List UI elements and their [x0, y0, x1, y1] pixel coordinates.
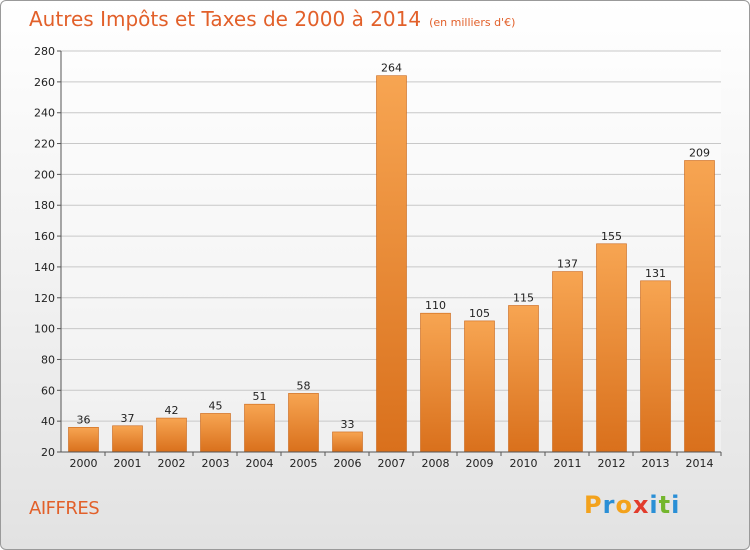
y-tick-label: 120: [34, 292, 55, 305]
bar-2006: [332, 431, 363, 453]
proxiti-logo: Proxiti: [584, 491, 680, 519]
x-tick-label-2014: 2014: [686, 457, 714, 470]
bar-2007: [376, 75, 407, 453]
logo-letter: P: [584, 491, 603, 519]
bar-2010: [508, 305, 539, 453]
y-tick-label: 80: [41, 353, 55, 366]
chart-subtitle: (en milliers d'€): [429, 16, 516, 29]
bar-2003: [200, 413, 231, 453]
chart-title: Autres Impôts et Taxes de 2000 à 2014 (en…: [29, 7, 515, 31]
y-tick-label: 140: [34, 261, 55, 274]
y-tick-label: 180: [34, 199, 55, 212]
x-tick-label-2012: 2012: [598, 457, 626, 470]
chart-title-text: Autres Impôts et Taxes de 2000 à 2014: [29, 7, 422, 31]
y-tick-label: 220: [34, 138, 55, 151]
x-tick-label-2008: 2008: [422, 457, 450, 470]
data-label-2001: 37: [121, 412, 135, 425]
bar-2005: [288, 393, 319, 453]
bar-2013: [640, 280, 671, 453]
logo-letter: t: [658, 491, 672, 519]
x-tick-label-2000: 2000: [70, 457, 98, 470]
data-label-2012: 155: [601, 230, 622, 243]
y-tick-label: 240: [34, 107, 55, 120]
y-tick-label: 160: [34, 230, 55, 243]
data-label-2005: 58: [297, 379, 311, 392]
bar-2009: [464, 320, 495, 453]
logo-letter: x: [632, 491, 650, 519]
y-tick-label: 260: [34, 76, 55, 89]
x-tick-label-2002: 2002: [158, 457, 186, 470]
logo-letter: r: [602, 491, 616, 519]
bar-2011: [552, 271, 583, 453]
x-tick-label-2001: 2001: [114, 457, 142, 470]
bar-2008: [420, 312, 451, 453]
data-label-2013: 131: [645, 267, 666, 280]
data-label-2003: 45: [209, 399, 223, 412]
x-tick-label-2009: 2009: [466, 457, 494, 470]
data-label-2009: 105: [469, 307, 490, 320]
x-tick-label-2007: 2007: [378, 457, 406, 470]
x-tick-label-2011: 2011: [554, 457, 582, 470]
x-tick-label-2010: 2010: [510, 457, 538, 470]
x-tick-label-2003: 2003: [202, 457, 230, 470]
logo-letter: o: [615, 491, 633, 519]
y-tick-label: 100: [34, 323, 55, 336]
x-tick-label-2006: 2006: [334, 457, 362, 470]
bars: 36 37 42 45 51 58 33 264 110 105 115 137 155 131 209: [68, 62, 715, 453]
bar-2012: [596, 243, 627, 453]
y-axis: 20 40 60 80 100 120 140 160 180 200 220 240 260 280: [34, 45, 62, 459]
data-label-2011: 137: [557, 258, 578, 271]
logo-letter: i: [671, 491, 681, 519]
y-tick-label: 280: [34, 45, 55, 58]
logo-letter: i: [649, 491, 659, 519]
x-tick-label-2004: 2004: [246, 457, 274, 470]
x-tick-label-2005: 2005: [290, 457, 318, 470]
x-tick-label-2013: 2013: [642, 457, 670, 470]
bar-2014: [684, 160, 715, 453]
data-label-2008: 110: [425, 299, 446, 312]
data-label-2006: 33: [341, 418, 355, 431]
y-tick-label: 60: [41, 384, 55, 397]
data-label-2010: 115: [513, 291, 534, 304]
commune-name: AIFFRES: [29, 498, 100, 519]
y-tick-label: 200: [34, 168, 55, 181]
bar-2004: [244, 403, 275, 453]
data-label-2007: 264: [381, 62, 402, 75]
data-label-2014: 209: [689, 147, 710, 160]
y-tick-label: 40: [41, 415, 55, 428]
data-label-2004: 51: [253, 390, 267, 403]
x-axis: 2000 2001 2002 2003 2004 2005 2006 2007 2008 2009…: [61, 451, 722, 470]
y-tick-label: 20: [41, 446, 55, 459]
data-label-2000: 36: [77, 413, 91, 426]
bar-2001: [112, 425, 143, 453]
bar-2000: [68, 427, 99, 453]
bar-2002: [156, 417, 187, 453]
data-label-2002: 42: [165, 404, 179, 417]
